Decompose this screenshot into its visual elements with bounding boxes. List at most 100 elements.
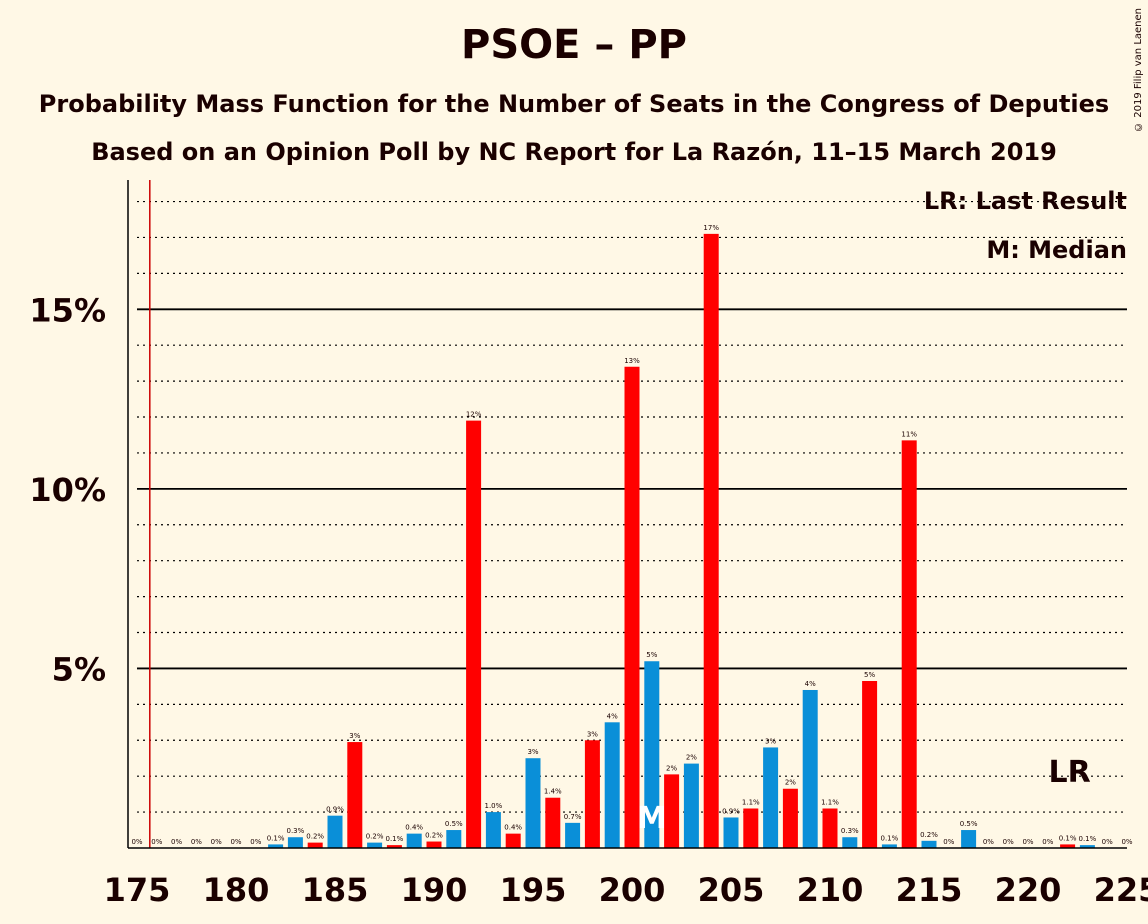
data-label-seat-201: 5% — [646, 651, 657, 659]
x-tick-label: 180 — [203, 871, 270, 909]
data-label-seat-177: 0% — [171, 838, 182, 846]
data-label-seat-194: 0.4% — [504, 824, 522, 832]
median-marker: M — [637, 801, 667, 836]
bar-seat-217 — [961, 830, 977, 848]
axes: 5% 10% 15% 175 180 185 190 195 200 205 210 215 220 22… — [29, 180, 1148, 909]
x-tick-label: 185 — [302, 871, 369, 909]
bar-seat-200 — [624, 366, 640, 848]
bar-seat-202 — [664, 774, 680, 848]
bar-seat-197 — [565, 822, 581, 848]
bar-seat-193 — [485, 812, 501, 848]
x-tick-label: 190 — [401, 871, 468, 909]
data-label-seat-216: 0% — [943, 838, 954, 846]
bar-seat-222 — [1060, 844, 1076, 848]
bar-seat-188 — [386, 845, 402, 848]
y-tick-label: 5% — [52, 650, 106, 688]
data-label-seat-198: 3% — [587, 730, 598, 738]
data-label-seat-184: 0.2% — [306, 833, 324, 841]
bar-seat-207 — [763, 747, 779, 848]
data-label-seat-217: 0.5% — [960, 820, 978, 828]
data-label-seat-224: 0% — [1102, 838, 1113, 846]
bar-seat-223 — [1079, 845, 1095, 848]
bar-seat-208 — [782, 788, 798, 848]
data-label-seat-200: 13% — [624, 357, 640, 365]
chart-subtitle-1: Probability Mass Function for the Number… — [38, 90, 1110, 118]
data-label-seat-176: 0% — [151, 838, 162, 846]
x-tick-label: 175 — [104, 871, 171, 909]
bar-seat-190 — [426, 841, 442, 848]
data-label-seat-181: 0% — [250, 838, 261, 846]
x-tick-label: 215 — [896, 871, 963, 909]
legend-last-result: LR: Last Result — [924, 187, 1127, 215]
data-label-seat-223: 0.1% — [1079, 835, 1097, 843]
bar-seat-184 — [307, 842, 323, 848]
bar-seat-183 — [287, 837, 303, 848]
chart-subtitle-2: Based on an Opinion Poll by NC Report fo… — [91, 138, 1057, 166]
bar-seat-214 — [901, 440, 917, 848]
data-label-seat-207: 3% — [765, 737, 776, 745]
bar-seat-196 — [545, 797, 561, 848]
data-label-seat-178: 0% — [191, 838, 202, 846]
data-label-seat-211: 0.3% — [841, 827, 859, 835]
bar-seat-198 — [584, 740, 600, 848]
data-label-seat-180: 0% — [230, 838, 241, 846]
data-label-seat-190: 0.2% — [425, 832, 443, 840]
data-label-seat-175: 0% — [131, 838, 142, 846]
data-label-seat-209: 4% — [805, 680, 816, 688]
data-label-seat-202: 2% — [666, 764, 677, 772]
data-label-seat-210: 1.1% — [821, 798, 839, 806]
bar-seat-186 — [347, 742, 363, 848]
data-label-seat-187: 0.2% — [366, 833, 384, 841]
data-label-seat-199: 4% — [607, 712, 618, 720]
data-label-seat-225: 0% — [1121, 838, 1132, 846]
data-label-seat-213: 0.1% — [881, 834, 899, 842]
data-label-seat-205: 0.9% — [722, 807, 740, 815]
bar-seat-203 — [683, 763, 699, 848]
y-tick-label: 10% — [29, 471, 106, 509]
data-label-seat-220: 0% — [1022, 838, 1033, 846]
data-label-seat-219: 0% — [1003, 838, 1014, 846]
data-label-seat-212: 5% — [864, 671, 875, 679]
data-label-seat-189: 0.4% — [405, 824, 423, 832]
bar-seat-204 — [703, 233, 719, 848]
chart-title: PSOE – PP — [461, 22, 687, 68]
data-label-seat-195: 3% — [527, 748, 538, 756]
data-label-seat-214: 11% — [901, 430, 917, 438]
data-label-seat-191: 0.5% — [445, 820, 463, 828]
bar-seat-194 — [505, 833, 521, 848]
x-tick-label: 200 — [599, 871, 666, 909]
data-label-seat-221: 0% — [1042, 838, 1053, 846]
bar-seat-199 — [604, 722, 620, 848]
x-tick-label: 195 — [500, 871, 567, 909]
data-label-seat-192: 12% — [466, 411, 482, 419]
data-label-seat-183: 0.3% — [287, 827, 305, 835]
bar-seat-213 — [881, 844, 897, 848]
bar-seat-191 — [446, 830, 462, 848]
bar-seat-205 — [723, 817, 739, 848]
x-tick-label: 220 — [995, 871, 1062, 909]
bar-seat-210 — [822, 808, 838, 848]
data-label-seat-203: 2% — [686, 754, 697, 762]
bar-seat-187 — [367, 842, 383, 848]
data-label-seat-206: 1.1% — [742, 798, 760, 806]
bar-seat-182 — [268, 844, 284, 848]
bar-seat-195 — [525, 758, 541, 848]
x-tick-label: 210 — [797, 871, 864, 909]
bar-seat-211 — [842, 837, 858, 848]
data-label-seat-222: 0.1% — [1059, 834, 1077, 842]
data-label-seat-204: 17% — [703, 224, 719, 232]
data-label-seat-218: 0% — [983, 838, 994, 846]
bar-seat-212 — [862, 681, 878, 848]
bar-seat-185 — [327, 815, 343, 848]
bar-seat-209 — [802, 689, 818, 848]
data-label-seat-193: 1.0% — [485, 802, 503, 810]
y-tick-label: 15% — [29, 291, 106, 329]
data-label-seat-186: 3% — [349, 732, 360, 740]
last-result-marker: LR — [1048, 755, 1090, 790]
data-label-seat-188: 0.1% — [386, 835, 404, 843]
data-labels: 0% 0% 0% 0% 0% 0% 0% 0.1%0.3%0.2%0.9%3%0.2% 0.1%… — [131, 224, 1132, 846]
bar-seat-192 — [466, 420, 482, 848]
bar-seat-206 — [743, 808, 759, 848]
bars — [268, 233, 1095, 848]
